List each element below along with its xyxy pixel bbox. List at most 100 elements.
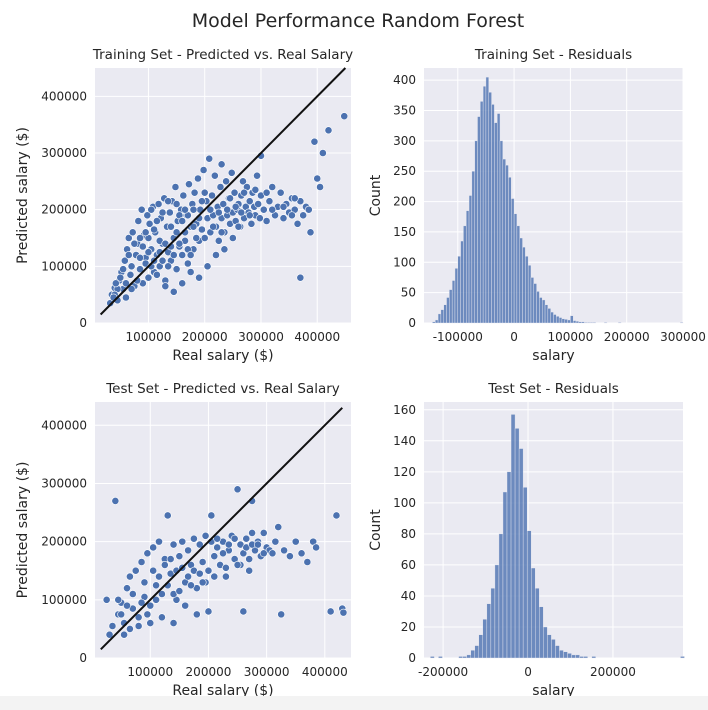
scatter-point xyxy=(208,191,216,200)
panel-4: -200000 0 200000020406080100120140160Test … xyxy=(368,381,685,699)
histogram-bar xyxy=(516,225,520,324)
scatter-point xyxy=(199,166,208,174)
scatter-point xyxy=(152,270,161,279)
scatter-point xyxy=(198,197,206,206)
scatter-point xyxy=(313,174,322,183)
scatter-point xyxy=(179,191,188,200)
scatter-point xyxy=(184,572,192,581)
histogram-bar xyxy=(451,280,456,324)
y-tick-label: 100000 xyxy=(41,259,87,273)
x-tick-label: 300000 xyxy=(660,330,706,344)
scatter-point xyxy=(152,217,161,225)
histogram-bar xyxy=(482,619,488,659)
scatter-point xyxy=(271,537,280,546)
scatter-point xyxy=(240,188,248,197)
histogram-bar xyxy=(527,265,532,324)
scatter-point xyxy=(206,205,215,214)
histogram-bar xyxy=(584,322,588,324)
scatter-point xyxy=(210,572,219,581)
scatter-point xyxy=(200,188,209,197)
histogram-bar xyxy=(583,656,588,659)
y-tick-label: 150 xyxy=(393,225,416,239)
histogram-bar xyxy=(474,645,479,659)
scatter-point xyxy=(290,194,299,203)
panel-1: 100000 200000 300000 400000 0 100000 200000 300… xyxy=(15,47,353,364)
scatter-point xyxy=(220,245,229,254)
y-tick-label: 80 xyxy=(401,527,416,541)
histogram-bar xyxy=(587,322,591,324)
scatter-point xyxy=(223,205,232,214)
scatter-point xyxy=(214,236,223,245)
histogram-bar xyxy=(533,283,537,324)
scatter-point xyxy=(175,587,184,595)
histogram-bar xyxy=(581,321,585,324)
panel-title: Training Set - Residuals xyxy=(474,47,632,63)
histogram-bar xyxy=(443,304,447,324)
scatter-point xyxy=(226,194,234,203)
histogram-bar xyxy=(490,587,496,659)
x-tick-label: -200000 xyxy=(418,665,468,679)
y-tick-label: 400000 xyxy=(41,418,87,432)
scatter-point xyxy=(222,563,230,572)
histogram-bar xyxy=(680,656,685,659)
histogram-bar xyxy=(511,198,515,324)
y-tick-label: 300000 xyxy=(41,476,87,490)
scatter-point xyxy=(288,211,296,220)
scatter-point xyxy=(152,595,160,604)
histogram-bar xyxy=(437,313,442,324)
histogram-bar xyxy=(494,564,500,659)
scatter-point xyxy=(105,630,114,639)
y-tick-label: 40 xyxy=(401,589,416,603)
scatter-point xyxy=(214,208,223,217)
plot-background xyxy=(424,402,683,658)
histogram-bar xyxy=(508,177,512,324)
scatter-point xyxy=(134,613,143,622)
y-tick-label: 160 xyxy=(393,403,416,417)
scatter-point xyxy=(184,546,192,555)
scatter-point xyxy=(150,225,158,234)
x-tick-label: 300000 xyxy=(244,665,290,679)
histogram-bar xyxy=(499,140,504,324)
y-tick-label: 60 xyxy=(401,558,416,572)
panel-2: -100000 0 100000 200000 300000 0 50 100 150 200 25… xyxy=(368,47,706,364)
scatter-point xyxy=(178,279,187,288)
histogram-bar xyxy=(679,322,684,324)
x-tick-label: 200000 xyxy=(604,330,650,344)
scatter-point xyxy=(137,205,146,214)
scatter-point xyxy=(169,287,178,296)
scatter-point xyxy=(169,540,178,549)
scatter-point xyxy=(224,540,233,549)
scatter-point xyxy=(161,282,170,291)
scatter-point xyxy=(128,590,137,598)
histogram-bar xyxy=(579,656,584,659)
scatter-point xyxy=(171,183,180,191)
histogram-bar xyxy=(494,122,498,324)
scatter-point xyxy=(248,529,256,537)
histogram-bar xyxy=(553,314,557,324)
scatter-point xyxy=(216,183,225,191)
histogram-bar xyxy=(506,471,512,659)
y-tick-label: 50 xyxy=(401,286,416,300)
scatter-point xyxy=(143,610,152,619)
scatter-point xyxy=(175,239,184,248)
scatter-point xyxy=(194,174,202,183)
scatter-point xyxy=(146,619,155,627)
scatter-point xyxy=(195,569,204,578)
scatter-point xyxy=(120,630,128,639)
scatter-point xyxy=(175,552,184,561)
scatter-point xyxy=(119,265,128,274)
histogram-bar xyxy=(567,653,572,659)
scatter-point xyxy=(117,610,126,619)
scatter-point xyxy=(122,279,130,288)
scatter-point xyxy=(134,217,143,225)
histogram-bar xyxy=(567,319,571,324)
histogram-bar xyxy=(468,195,473,324)
histogram-bar xyxy=(458,656,463,659)
x-tick-label: 400000 xyxy=(294,330,340,344)
scatter-point xyxy=(222,572,230,581)
scatter-point xyxy=(155,572,163,581)
scatter-point xyxy=(189,205,198,214)
x-tick-label: 0 xyxy=(524,665,532,679)
histogram-bar xyxy=(525,256,529,324)
